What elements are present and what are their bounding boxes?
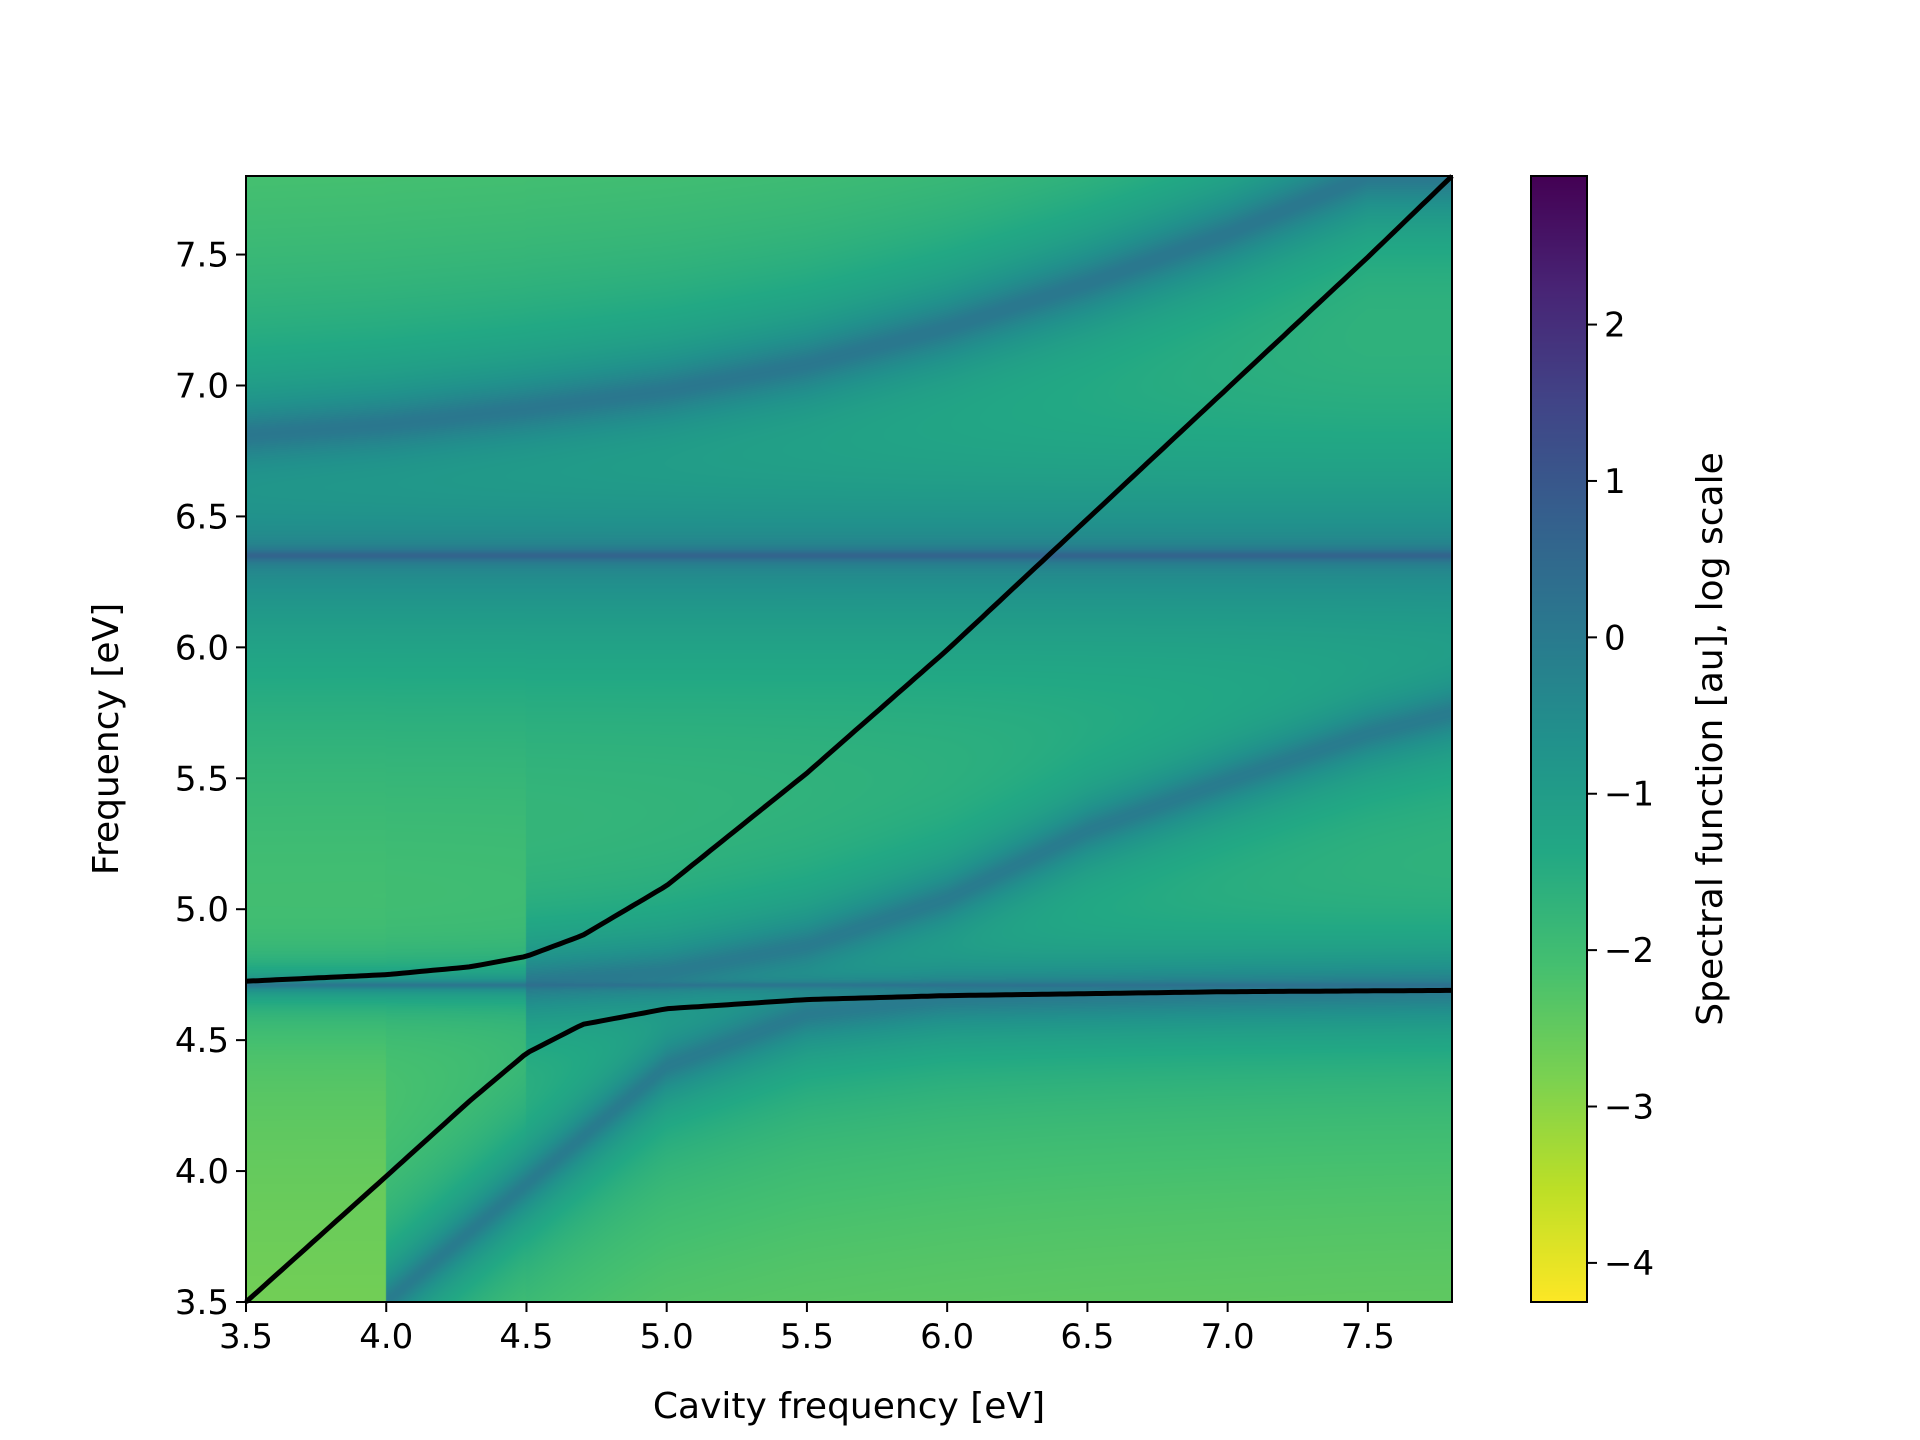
colorbar-tick-label: −3	[1604, 1088, 1654, 1128]
x-tick-label: 4.5	[499, 1317, 553, 1357]
curves-layer	[244, 174, 1454, 1304]
colorbar-tick-label: 2	[1604, 306, 1626, 346]
plot-frame	[245, 175, 1453, 1303]
x-axis-label: Cavity frequency [eV]	[653, 1386, 1045, 1427]
polariton-curve-2	[244, 987, 1452, 1304]
y-tick-label: 4.0	[175, 1152, 229, 1192]
x-tick-label: 3.5	[219, 1317, 273, 1357]
y-tick-label: 7.5	[175, 236, 229, 276]
y-tick-label: 5.0	[175, 890, 229, 930]
colorbar-label: Spectral function [au], log scale	[1690, 452, 1731, 1026]
x-tick-label: 5.5	[780, 1317, 834, 1357]
y-tick-label: 6.5	[175, 497, 229, 537]
x-axis-ticks: 3.5 4.0 4.5 5.0 5.5 6.0 6.5 7.0 7.5	[219, 1302, 1395, 1357]
y-tick-label: 4.5	[175, 1021, 229, 1061]
y-tick-label: 7.0	[175, 366, 229, 406]
y-axis-label: Frequency [eV]	[86, 603, 127, 875]
y-tick-label: 5.5	[175, 759, 229, 799]
x-tick-label: 7.5	[1341, 1317, 1395, 1357]
colorbar-tick-label: −2	[1604, 931, 1654, 971]
colorbar-gradient	[1531, 176, 1587, 1302]
x-tick-label: 6.5	[1060, 1317, 1114, 1357]
x-tick-label: 6.0	[920, 1317, 974, 1357]
colorbar-tick-label: −1	[1604, 775, 1654, 815]
x-tick-label: 5.0	[640, 1317, 694, 1357]
x-tick-label: 7.0	[1201, 1317, 1255, 1357]
y-tick-label: 6.0	[175, 628, 229, 668]
colorbar-tick-label: 1	[1604, 462, 1626, 502]
y-tick-label: 3.5	[175, 1283, 229, 1323]
x-tick-label: 4.0	[359, 1317, 413, 1357]
colorbar-tick-label: −4	[1604, 1244, 1654, 1284]
colorbar-ticks: −4 −3 −2 −1 0 1 2	[1587, 306, 1654, 1284]
y-axis-ticks: 3.5 4.0 4.5 5.0 5.5 6.0 6.5 7.0 7.5	[175, 236, 246, 1323]
colorbar-tick-label: 0	[1604, 618, 1626, 658]
colorbar-frame	[1530, 175, 1588, 1303]
polariton-curve-1	[245, 174, 1454, 984]
